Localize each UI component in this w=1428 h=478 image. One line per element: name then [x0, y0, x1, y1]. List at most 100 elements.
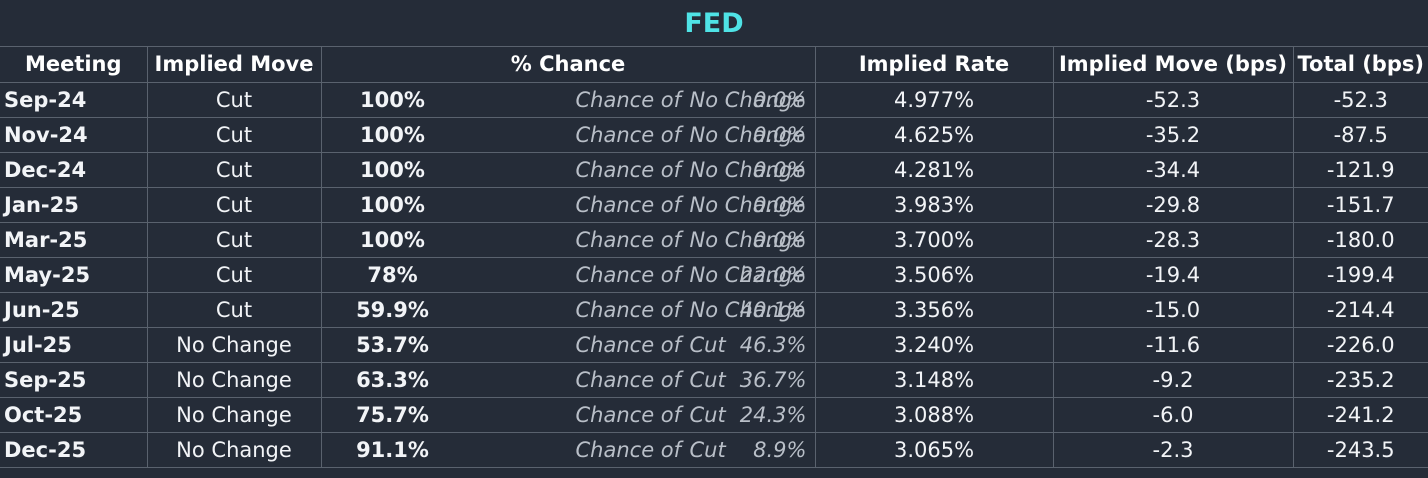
chance-cell: 100% 0.0% Chance of No Change — [321, 152, 816, 188]
chance-of-label: Chance of — [575, 87, 682, 112]
implied-rate-cell: 3.148% — [815, 362, 1054, 398]
meeting-cell: Dec-25 — [0, 432, 148, 468]
chance-percent: 63.3% — [356, 367, 429, 392]
other-chance-percent: 0.0% — [753, 192, 807, 217]
other-chance-percent: 0.0% — [753, 122, 807, 147]
chance-cell: 75.7% 24.3% Chance of Cut — [321, 397, 816, 433]
total-bps-cell: -235.2 — [1293, 362, 1428, 398]
implied-move-bps-cell: -6.0 — [1053, 397, 1294, 433]
implied-move-bps-cell: -15.0 — [1053, 292, 1294, 328]
chance-percent: 59.9% — [356, 297, 429, 322]
meeting-cell: Sep-25 — [0, 362, 148, 398]
total-bps-cell: -87.5 — [1293, 117, 1428, 153]
table-row: Oct-25 No Change 75.7% 24.3% Chance of Cut 3.0… — [0, 397, 1428, 433]
implied-move-bps-cell: -52.3 — [1053, 82, 1294, 118]
implied-move-cell: Cut — [147, 117, 322, 153]
implied-rate-cell: 3.506% — [815, 257, 1054, 293]
alternative-outcome: Cut — [689, 402, 726, 427]
implied-rate-cell: 4.281% — [815, 152, 1054, 188]
chance-of-label: Chance of — [575, 192, 682, 217]
implied-rate-cell: 3.983% — [815, 187, 1054, 223]
implied-rate-cell: 3.065% — [815, 432, 1054, 468]
chance-percent: 100% — [360, 157, 425, 182]
other-chance-percent: 40.1% — [739, 297, 807, 322]
table-row: Dec-25 No Change 91.1% 8.9% Chance of Cut 3.06… — [0, 432, 1428, 468]
table-row: Nov-24 Cut 100% 0.0% Chance of No Change 4.625… — [0, 117, 1428, 153]
implied-rate-cell: 4.977% — [815, 82, 1054, 118]
meeting-cell: Mar-25 — [0, 222, 148, 258]
chance-percent: 100% — [360, 227, 425, 252]
other-chance-percent: 8.9% — [753, 437, 807, 462]
total-bps-cell: -52.3 — [1293, 82, 1428, 118]
alternative-outcome: No Change — [689, 122, 806, 147]
other-chance-percent: 46.3% — [739, 332, 807, 357]
implied-move-cell: No Change — [147, 362, 322, 398]
table-row: May-25 Cut 78% 22.0% Chance of No Change 3.506… — [0, 257, 1428, 293]
chance-cell: 63.3% 36.7% Chance of Cut — [321, 362, 816, 398]
table-row: Sep-25 No Change 63.3% 36.7% Chance of Cut 3.1… — [0, 362, 1428, 398]
implied-rate-cell: 3.700% — [815, 222, 1054, 258]
implied-move-cell: No Change — [147, 327, 322, 363]
meeting-cell: Jun-25 — [0, 292, 148, 328]
chance-of-label: Chance of — [575, 262, 682, 287]
meeting-cell: Oct-25 — [0, 397, 148, 433]
alternative-outcome: Cut — [689, 332, 726, 357]
implied-move-cell: Cut — [147, 292, 322, 328]
chance-of-label: Chance of — [575, 157, 682, 182]
alternative-outcome: No Change — [689, 87, 806, 112]
total-bps-cell: -199.4 — [1293, 257, 1428, 293]
implied-move-bps-cell: -9.2 — [1053, 362, 1294, 398]
implied-move-cell: No Change — [147, 432, 322, 468]
table-row: Sep-24 Cut 100% 0.0% Chance of No Change 4.977… — [0, 82, 1428, 118]
implied-move-bps-cell: -35.2 — [1053, 117, 1294, 153]
meeting-cell: Nov-24 — [0, 117, 148, 153]
header-chance: % Chance — [321, 47, 816, 83]
chance-cell: 100% 0.0% Chance of No Change — [321, 187, 816, 223]
chance-percent: 100% — [360, 122, 425, 147]
chance-percent: 100% — [360, 192, 425, 217]
total-bps-cell: -243.5 — [1293, 432, 1428, 468]
implied-move-cell: Cut — [147, 82, 322, 118]
implied-move-bps-cell: -34.4 — [1053, 152, 1294, 188]
other-chance-percent: 0.0% — [753, 227, 807, 252]
implied-move-cell: Cut — [147, 257, 322, 293]
header-implied-rate: Implied Rate — [815, 47, 1054, 83]
total-bps-cell: -180.0 — [1293, 222, 1428, 258]
total-bps-cell: -214.4 — [1293, 292, 1428, 328]
chance-cell: 53.7% 46.3% Chance of Cut — [321, 327, 816, 363]
header-row: Meeting Implied Move % Chance Implied Ra… — [0, 47, 1428, 83]
implied-move-bps-cell: -2.3 — [1053, 432, 1294, 468]
implied-move-cell: Cut — [147, 187, 322, 223]
implied-rate-cell: 3.088% — [815, 397, 1054, 433]
header-meeting: Meeting — [0, 47, 148, 83]
header-total-bps: Total (bps) — [1293, 47, 1428, 83]
table-title: FED — [0, 0, 1428, 47]
alternative-outcome: Cut — [689, 437, 726, 462]
implied-move-cell: Cut — [147, 152, 322, 188]
chance-percent: 100% — [360, 87, 425, 112]
meeting-cell: Dec-24 — [0, 152, 148, 188]
alternative-outcome: No Change — [689, 262, 806, 287]
meeting-cell: Jul-25 — [0, 327, 148, 363]
table-row: Jun-25 Cut 59.9% 40.1% Chance of No Change 3.3… — [0, 292, 1428, 328]
total-bps-cell: -121.9 — [1293, 152, 1428, 188]
implied-move-bps-cell: -11.6 — [1053, 327, 1294, 363]
chance-cell: 100% 0.0% Chance of No Change — [321, 117, 816, 153]
implied-move-bps-cell: -28.3 — [1053, 222, 1294, 258]
header-implied-move-bps: Implied Move (bps) — [1053, 47, 1294, 83]
table-body: Sep-24 Cut 100% 0.0% Chance of No Change 4.977… — [0, 82, 1428, 468]
implied-move-bps-cell: -19.4 — [1053, 257, 1294, 293]
chance-of-label: Chance of — [575, 437, 682, 462]
header-implied-move: Implied Move — [147, 47, 322, 83]
table-row: Jul-25 No Change 53.7% 46.3% Chance of Cut 3.2… — [0, 327, 1428, 363]
chance-of-label: Chance of — [575, 227, 682, 252]
implied-move-bps-cell: -29.8 — [1053, 187, 1294, 223]
table-row: Mar-25 Cut 100% 0.0% Chance of No Change 3.700… — [0, 222, 1428, 258]
alternative-outcome: No Change — [689, 157, 806, 182]
implied-rate-cell: 3.240% — [815, 327, 1054, 363]
chance-of-label: Chance of — [575, 122, 682, 147]
table-row: Dec-24 Cut 100% 0.0% Chance of No Change 4.281… — [0, 152, 1428, 188]
other-chance-percent: 0.0% — [753, 87, 807, 112]
implied-move-cell: Cut — [147, 222, 322, 258]
fed-probability-table: Meeting Implied Move % Chance Implied Ra… — [0, 47, 1428, 468]
